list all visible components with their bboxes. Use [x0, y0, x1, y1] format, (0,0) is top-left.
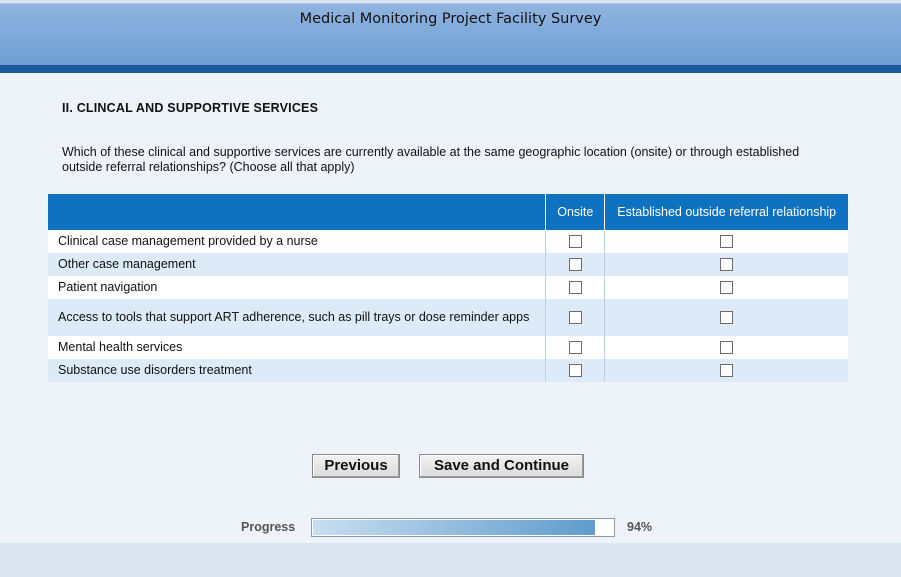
- survey-content: II. CLINCAL AND SUPPORTIVE SERVICES Whic…: [0, 73, 901, 543]
- onsite-checkbox[interactable]: [568, 235, 582, 249]
- referral-checkbox[interactable]: [720, 281, 734, 295]
- service-label: Other case management: [48, 253, 546, 276]
- onsite-checkbox[interactable]: [568, 364, 582, 378]
- save-and-continue-button[interactable]: Save and Continue: [419, 454, 584, 478]
- progress-bar: [311, 518, 615, 537]
- top-border: [0, 0, 901, 3]
- previous-button[interactable]: Previous: [312, 454, 400, 478]
- progress-value: 94%: [627, 520, 653, 534]
- referral-checkbox[interactable]: [720, 235, 734, 249]
- referral-checkbox[interactable]: [720, 258, 734, 272]
- referral-checkbox[interactable]: [720, 311, 734, 325]
- table-row: Substance use disorders treatment: [48, 359, 848, 382]
- service-label: Access to tools that support ART adheren…: [48, 299, 546, 336]
- table-row: Clinical case management provided by a n…: [48, 230, 848, 253]
- column-header-referral: Established outside referral relationshi…: [604, 194, 848, 230]
- table-header-row: Onsite Established outside referral rela…: [48, 194, 848, 230]
- column-header-service: [48, 194, 546, 230]
- service-label: Clinical case management provided by a n…: [48, 230, 546, 253]
- progress-label: Progress: [241, 520, 296, 534]
- service-label: Substance use disorders treatment: [48, 359, 546, 382]
- referral-checkbox[interactable]: [720, 364, 734, 378]
- question-text: Which of these clinical and supportive s…: [62, 145, 800, 174]
- table-row: Access to tools that support ART adheren…: [48, 299, 848, 336]
- services-table: Onsite Established outside referral rela…: [48, 194, 848, 382]
- onsite-checkbox[interactable]: [568, 311, 582, 325]
- onsite-checkbox[interactable]: [568, 341, 582, 355]
- column-header-onsite: Onsite: [545, 194, 605, 230]
- table-row: Patient navigation: [48, 276, 848, 299]
- footer: [0, 543, 901, 577]
- table-row: Mental health services: [48, 336, 848, 359]
- onsite-checkbox[interactable]: [568, 281, 582, 295]
- onsite-checkbox[interactable]: [568, 258, 582, 272]
- header-banner: Medical Monitoring Project Facility Surv…: [0, 3, 901, 65]
- service-label: Patient navigation: [48, 276, 546, 299]
- page-title: Medical Monitoring Project Facility Surv…: [299, 11, 602, 27]
- table-row: Other case management: [48, 253, 848, 276]
- service-label: Mental health services: [48, 336, 546, 359]
- section-title: II. CLINCAL AND SUPPORTIVE SERVICES: [62, 101, 319, 115]
- referral-checkbox[interactable]: [720, 341, 734, 355]
- header-band: [0, 65, 901, 73]
- progress-fill: [313, 520, 595, 535]
